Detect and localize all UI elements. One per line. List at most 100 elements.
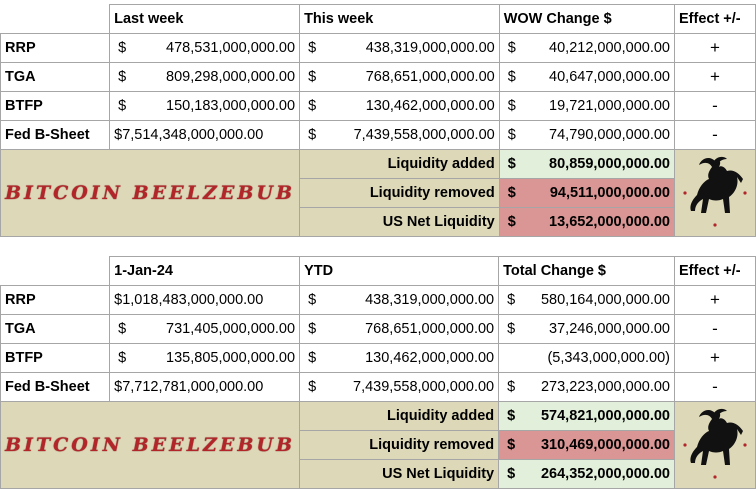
summary-row: US Net Liquidity $264,352,000,000.00: [1, 459, 756, 489]
summary-row: Liquidity removed $310,469,000,000.00: [1, 430, 756, 460]
cell-value: 40,212,000,000.00: [549, 40, 670, 56]
effect-cell: +: [673, 343, 756, 373]
summary-value: 574,821,000,000.00: [540, 408, 670, 424]
logo-text: BITCOIN BEELZEBUB: [5, 434, 296, 456]
table-row: Fed B-Sheet $7,514,348,000,000.00 $7,439…: [0, 120, 756, 150]
currency-symbol: $: [507, 127, 516, 143]
summary-label: US Net Liquidity: [299, 207, 500, 237]
cell-value: 809,298,000,000.00: [166, 69, 296, 85]
currency-symbol: $: [308, 127, 317, 143]
goat-icon: [683, 408, 747, 479]
goat-logo: [673, 149, 756, 237]
cell-value: 273,223,000,000.00: [540, 379, 670, 395]
summary-value: 310,469,000,000.00: [540, 437, 670, 453]
effect-cell: -: [673, 120, 756, 150]
wow-change-cell: $74,790,000,000.00: [498, 120, 675, 150]
jan-1-cell: $7,712,781,000,000.00: [109, 372, 301, 402]
cell-value: 478,531,000,000.00: [166, 40, 296, 56]
currency-symbol: $: [118, 40, 127, 56]
header-row: Last week This week WOW Change $ Effect …: [0, 4, 756, 34]
last-week-cell: $150,183,000,000.00: [109, 91, 301, 121]
currency-symbol: $: [507, 321, 516, 337]
row-label: RRP: [0, 33, 111, 63]
total-change-cell: $273,223,000,000.00: [498, 372, 675, 402]
ytd-liquidity-table: 1-Jan-24 YTD Total Change $ Effect +/- R…: [0, 256, 756, 489]
cell-value: (5,343,000,000.00): [547, 350, 670, 366]
col-header-effect: Effect +/-: [673, 256, 756, 286]
cell-value: 438,319,000,000.00: [365, 292, 495, 308]
cell-value: 768,651,000,000.00: [365, 69, 495, 85]
this-week-cell: $130,462,000,000.00: [299, 91, 500, 121]
wow-change-cell: $40,212,000,000.00: [498, 33, 675, 63]
summary-value: 94,511,000,000.00: [549, 185, 670, 201]
jan-1-cell: $731,405,000,000.00: [109, 314, 301, 344]
cell-value: 150,183,000,000.00: [166, 98, 296, 114]
currency-symbol: $: [507, 40, 516, 56]
cell-value: 130,462,000,000.00: [365, 98, 495, 114]
ytd-cell: $438,319,000,000.00: [299, 285, 500, 315]
currency-symbol: $: [507, 185, 516, 201]
summary-value-cell: $13,652,000,000.00: [498, 207, 675, 237]
row-label: TGA: [0, 62, 111, 92]
this-week-cell: $768,651,000,000.00: [299, 62, 500, 92]
currency-symbol: $: [118, 350, 127, 366]
this-week-cell: $7,439,558,000,000.00: [299, 120, 500, 150]
currency-symbol: $: [507, 292, 516, 308]
wow-change-cell: $19,721,000,000.00: [498, 91, 675, 121]
currency-symbol: $: [118, 321, 127, 337]
summary-row: BITCOIN BEELZEBUB Liquidity added $574,8…: [0, 401, 756, 489]
effect-cell: -: [673, 91, 756, 121]
summary-row: Liquidity removed $94,511,000,000.00: [1, 178, 756, 208]
col-header-ytd: YTD: [299, 256, 500, 286]
effect-cell: +: [673, 62, 756, 92]
summary-value-cell: $94,511,000,000.00: [498, 178, 675, 208]
this-week-cell: $438,319,000,000.00: [299, 33, 500, 63]
cell-value: 74,790,000,000.00: [549, 127, 670, 143]
jan-1-cell: $135,805,000,000.00: [109, 343, 301, 373]
table-row: TGA $809,298,000,000.00 $768,651,000,000…: [0, 62, 756, 92]
corner-cell: [0, 4, 110, 34]
ytd-cell: $768,651,000,000.00: [299, 314, 500, 344]
col-header-total-change: Total Change $: [498, 256, 675, 286]
effect-cell: +: [673, 33, 756, 63]
currency-symbol: $: [308, 350, 317, 366]
row-label: Fed B-Sheet: [0, 372, 111, 402]
table-row: Fed B-Sheet $7,712,781,000,000.00 $7,439…: [0, 372, 756, 402]
col-header-last-week: Last week: [109, 4, 301, 34]
goat-logo: [673, 401, 756, 489]
row-label: TGA: [0, 314, 111, 344]
ytd-cell: $7,439,558,000,000.00: [299, 372, 500, 402]
cell-value: 580,164,000,000.00: [540, 292, 670, 308]
summary-label: US Net Liquidity: [299, 459, 500, 489]
currency-symbol: $: [308, 69, 317, 85]
last-week-cell: $478,531,000,000.00: [109, 33, 301, 63]
table-row: BTFP $150,183,000,000.00 $130,462,000,00…: [0, 91, 756, 121]
wow-change-cell: $40,647,000,000.00: [498, 62, 675, 92]
cell-value: $7,514,348,000,000.00: [114, 127, 264, 143]
summary-value: 13,652,000,000.00: [549, 214, 670, 230]
currency-symbol: $: [507, 379, 516, 395]
cell-value: 7,439,558,000,000.00: [353, 379, 495, 395]
summary-label: Liquidity added: [299, 149, 500, 179]
total-change-cell: (5,343,000,000.00): [498, 343, 675, 373]
table-row: RRP $478,531,000,000.00 $438,319,000,000…: [0, 33, 756, 63]
ytd-cell: $130,462,000,000.00: [299, 343, 500, 373]
summary-value-cell: $80,859,000,000.00: [498, 149, 675, 179]
col-header-jan-1: 1-Jan-24: [109, 256, 301, 286]
logo-text: BITCOIN BEELZEBUB: [5, 182, 296, 204]
currency-symbol: $: [507, 437, 516, 453]
cell-value: $7,712,781,000,000.00: [114, 379, 264, 395]
weekly-liquidity-table: Last week This week WOW Change $ Effect …: [0, 4, 756, 237]
currency-symbol: $: [507, 98, 516, 114]
cell-value: 768,651,000,000.00: [365, 321, 495, 337]
last-week-cell: $7,514,348,000,000.00: [109, 120, 301, 150]
cell-value: 40,647,000,000.00: [549, 69, 670, 85]
cell-value: $1,018,483,000,000.00: [114, 292, 264, 308]
row-label: BTFP: [0, 343, 111, 373]
corner-cell: [0, 256, 110, 286]
last-week-cell: $809,298,000,000.00: [109, 62, 301, 92]
summary-label: Liquidity added: [299, 401, 500, 431]
effect-cell: -: [673, 372, 756, 402]
table-row: BTFP $135,805,000,000.00 $130,462,000,00…: [0, 343, 756, 373]
summary-value-cell: $574,821,000,000.00: [498, 401, 675, 431]
